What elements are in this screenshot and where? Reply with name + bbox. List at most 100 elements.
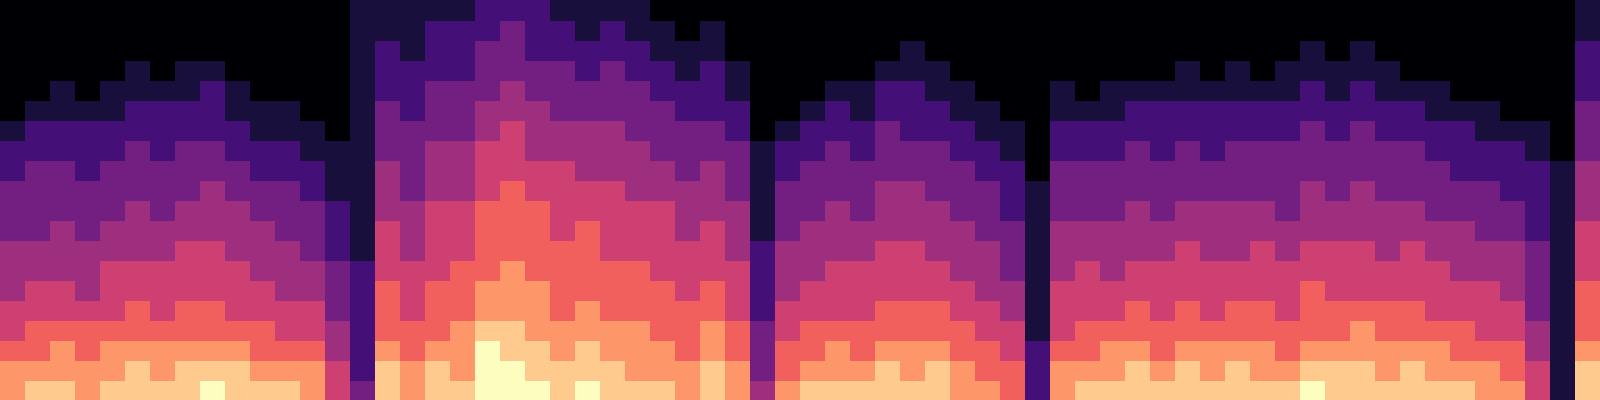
spectrogram-cell <box>1000 240 1026 261</box>
spectrogram-cell <box>1025 20 1051 41</box>
spectrogram-cell <box>600 380 626 400</box>
spectrogram-cell <box>1400 160 1426 181</box>
spectrogram-cell <box>1425 40 1451 61</box>
spectrogram-cell <box>1375 100 1401 121</box>
spectrogram-cell <box>1275 20 1301 41</box>
spectrogram-cell <box>100 160 126 181</box>
spectrogram-cell <box>700 300 726 321</box>
spectrogram-cell <box>1575 280 1600 301</box>
spectrogram-cell <box>625 300 651 321</box>
spectrogram-cell <box>1225 200 1251 221</box>
spectrogram-cell <box>975 20 1001 41</box>
spectrogram-cell <box>175 140 201 161</box>
spectrogram-cell <box>1200 280 1226 301</box>
spectrogram-cell <box>1150 380 1176 400</box>
spectrogram-cell <box>1425 80 1451 101</box>
spectrogram-cell <box>450 100 476 121</box>
spectrogram-cell <box>975 280 1001 301</box>
spectrogram-cell <box>350 20 376 41</box>
spectrogram-cell <box>550 220 576 241</box>
spectrogram-cell <box>650 60 676 81</box>
spectrogram-cell <box>950 360 976 381</box>
spectrogram-cell <box>1525 160 1551 181</box>
spectrogram-cell <box>1550 360 1576 381</box>
spectrogram-cell <box>750 60 776 81</box>
spectrogram-cell <box>1575 360 1600 381</box>
spectrogram-cell <box>800 380 826 400</box>
spectrogram-cell <box>1175 180 1201 201</box>
spectrogram-cell <box>575 0 601 21</box>
spectrogram-cell <box>250 80 276 101</box>
spectrogram-cell <box>1525 20 1551 41</box>
spectrogram-cell <box>325 40 351 61</box>
spectrogram-cell <box>675 60 701 81</box>
spectrogram-cell <box>100 0 126 21</box>
spectrogram-cell <box>1450 280 1476 301</box>
spectrogram-cell <box>825 0 851 21</box>
spectrogram-cell <box>1200 0 1226 21</box>
spectrogram-cell <box>175 240 201 261</box>
spectrogram-cell <box>475 80 501 101</box>
spectrogram-cell <box>475 240 501 261</box>
spectrogram-cell <box>1075 260 1101 281</box>
spectrogram-cell <box>1175 260 1201 281</box>
spectrogram-cell <box>1550 160 1576 181</box>
spectrogram-cell <box>25 300 51 321</box>
spectrogram-cell <box>225 20 251 41</box>
spectrogram-cell <box>500 360 526 381</box>
spectrogram-cell <box>450 380 476 400</box>
spectrogram-cell <box>400 260 426 281</box>
spectrogram-cell <box>200 200 226 221</box>
spectrogram-cell <box>1475 120 1501 141</box>
spectrogram-cell <box>275 0 301 21</box>
spectrogram-cell <box>1025 240 1051 261</box>
spectrogram-cell <box>1125 0 1151 21</box>
spectrogram-cell <box>675 0 701 21</box>
spectrogram-cell <box>25 320 51 341</box>
spectrogram-cell <box>1225 140 1251 161</box>
spectrogram-cell <box>400 40 426 61</box>
spectrogram-cell <box>750 380 776 400</box>
spectrogram-cell <box>0 280 26 301</box>
spectrogram-cell <box>200 180 226 201</box>
spectrogram-cell <box>550 160 576 181</box>
spectrogram-cell <box>1150 320 1176 341</box>
spectrogram-cell <box>1125 340 1151 361</box>
spectrogram-cell <box>875 0 901 21</box>
spectrogram-cell <box>600 120 626 141</box>
spectrogram-cell <box>1125 280 1151 301</box>
spectrogram-cell <box>600 340 626 361</box>
spectrogram-cell <box>650 120 676 141</box>
spectrogram-cell <box>450 0 476 21</box>
spectrogram-cell <box>1000 220 1026 241</box>
spectrogram-cell <box>300 160 326 181</box>
spectrogram-cell <box>725 240 751 261</box>
spectrogram-cell <box>875 260 901 281</box>
spectrogram-cell <box>125 140 151 161</box>
spectrogram-cell <box>850 260 876 281</box>
spectrogram-cell <box>1250 40 1276 61</box>
spectrogram-cell <box>625 200 651 221</box>
spectrogram-cell <box>375 80 401 101</box>
spectrogram-cell <box>1000 40 1026 61</box>
spectrogram-cell <box>1525 120 1551 141</box>
spectrogram-cell <box>1425 280 1451 301</box>
spectrogram-cell <box>1225 20 1251 41</box>
spectrogram-cell <box>75 20 101 41</box>
spectrogram-cell <box>450 320 476 341</box>
spectrogram-cell <box>675 40 701 61</box>
spectrogram-cell <box>425 160 451 181</box>
spectrogram-cell <box>1400 200 1426 221</box>
spectrogram-cell <box>1050 80 1076 101</box>
spectrogram-cell <box>0 40 26 61</box>
spectrogram-cell <box>1025 320 1051 341</box>
spectrogram-cell <box>1575 240 1600 261</box>
spectrogram-cell <box>675 360 701 381</box>
spectrogram-cell <box>250 60 276 81</box>
spectrogram-cell <box>100 140 126 161</box>
spectrogram-cell <box>1350 340 1376 361</box>
spectrogram-cell <box>150 260 176 281</box>
spectrogram-cell <box>1025 260 1051 281</box>
spectrogram-cell <box>1550 0 1576 21</box>
spectrogram-cell <box>950 100 976 121</box>
